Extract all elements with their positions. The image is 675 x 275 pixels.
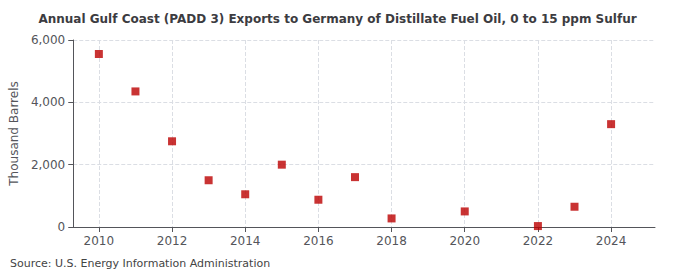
svg-text:2024: 2024 [596, 234, 627, 248]
svg-text:2012: 2012 [157, 234, 188, 248]
svg-text:2014: 2014 [230, 234, 261, 248]
svg-text:4,000: 4,000 [31, 95, 65, 109]
svg-text:2010: 2010 [84, 234, 115, 248]
svg-text:2020: 2020 [449, 234, 480, 248]
svg-text:2018: 2018 [376, 234, 407, 248]
svg-text:Source: U.S. Energy Informatio: Source: U.S. Energy Information Administ… [10, 257, 270, 270]
svg-text:2022: 2022 [523, 234, 554, 248]
svg-text:6,000: 6,000 [31, 33, 65, 47]
svg-text:2,000: 2,000 [31, 158, 65, 172]
svg-text:Thousand Barrels: Thousand Barrels [7, 81, 21, 186]
svg-text:Annual Gulf Coast (PADD 3) Exp: Annual Gulf Coast (PADD 3) Exports to Ge… [38, 12, 636, 26]
svg-text:2016: 2016 [303, 234, 334, 248]
svg-text:0: 0 [58, 220, 66, 234]
